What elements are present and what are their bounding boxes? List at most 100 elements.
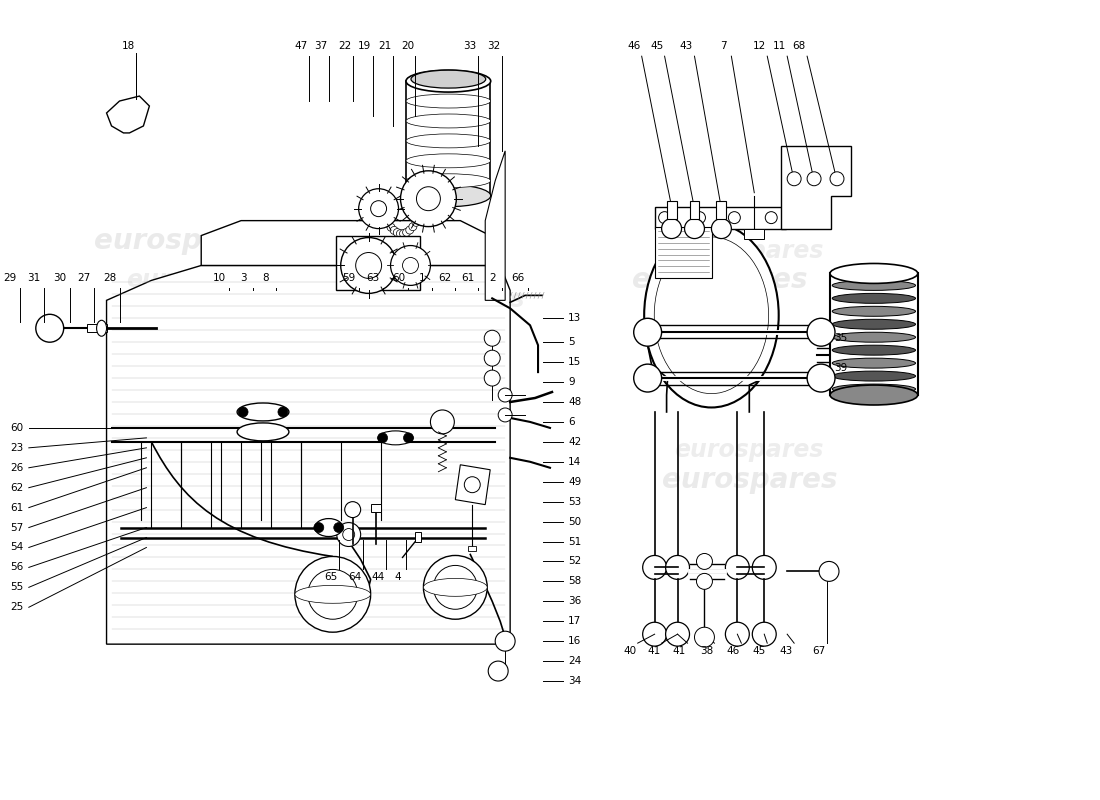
Text: 57: 57: [11, 522, 24, 533]
Text: 8: 8: [263, 274, 270, 283]
Text: 64: 64: [348, 572, 361, 582]
Ellipse shape: [315, 518, 343, 537]
Circle shape: [359, 189, 398, 229]
Text: 11: 11: [772, 42, 785, 51]
Circle shape: [430, 410, 454, 434]
Text: eurospares: eurospares: [126, 269, 276, 293]
Circle shape: [394, 229, 402, 237]
Circle shape: [418, 207, 426, 215]
Polygon shape: [201, 221, 500, 266]
Circle shape: [403, 258, 418, 274]
Text: 38: 38: [700, 646, 713, 656]
Bar: [406, 81, 491, 196]
Ellipse shape: [830, 263, 917, 283]
Text: 15: 15: [568, 357, 581, 367]
Circle shape: [417, 186, 440, 210]
Circle shape: [371, 201, 386, 217]
Circle shape: [498, 408, 513, 422]
Circle shape: [666, 622, 690, 646]
Text: 45: 45: [650, 42, 663, 51]
Ellipse shape: [238, 403, 289, 421]
Text: 41: 41: [647, 646, 660, 656]
Circle shape: [415, 213, 424, 221]
Text: 1: 1: [419, 274, 426, 283]
Bar: [654, 226, 713, 278]
Circle shape: [295, 557, 371, 632]
Text: 63: 63: [366, 274, 379, 283]
Bar: [667, 201, 676, 218]
Ellipse shape: [833, 306, 915, 316]
Ellipse shape: [833, 294, 915, 303]
Text: 13: 13: [568, 314, 581, 323]
Ellipse shape: [411, 70, 486, 88]
Circle shape: [634, 364, 661, 392]
Bar: [469, 546, 476, 551]
Text: 43: 43: [780, 646, 793, 656]
Text: 34: 34: [568, 676, 581, 686]
Circle shape: [642, 555, 667, 579]
Text: 29: 29: [3, 274, 16, 283]
Text: eurospares: eurospares: [332, 436, 508, 464]
Text: 62: 62: [11, 482, 24, 493]
Text: 68: 68: [792, 42, 806, 51]
Text: 46: 46: [627, 42, 640, 51]
Text: 43: 43: [680, 42, 693, 51]
Circle shape: [464, 477, 481, 493]
Ellipse shape: [645, 223, 779, 407]
Text: 14: 14: [568, 457, 581, 466]
Circle shape: [375, 205, 383, 213]
Text: 58: 58: [568, 576, 581, 586]
Text: 22: 22: [338, 42, 351, 51]
Circle shape: [634, 318, 661, 346]
Circle shape: [333, 522, 343, 533]
Text: 33: 33: [464, 42, 477, 51]
Circle shape: [409, 222, 417, 230]
Circle shape: [728, 212, 740, 224]
Ellipse shape: [97, 320, 107, 336]
Ellipse shape: [406, 174, 491, 188]
Ellipse shape: [833, 358, 915, 368]
Polygon shape: [107, 96, 150, 133]
Circle shape: [355, 253, 382, 278]
Circle shape: [400, 170, 456, 226]
Ellipse shape: [830, 385, 917, 405]
Ellipse shape: [833, 384, 915, 394]
Ellipse shape: [833, 371, 915, 381]
Ellipse shape: [406, 185, 491, 206]
Ellipse shape: [238, 423, 289, 441]
Text: 56: 56: [11, 562, 24, 573]
Circle shape: [830, 172, 844, 186]
Text: 59: 59: [342, 274, 355, 283]
Ellipse shape: [833, 319, 915, 330]
Circle shape: [752, 555, 777, 579]
Text: eurospares: eurospares: [163, 436, 339, 464]
Circle shape: [377, 210, 386, 218]
Text: 44: 44: [371, 572, 384, 582]
Ellipse shape: [406, 94, 491, 108]
Text: 55: 55: [11, 582, 24, 592]
Bar: [371, 504, 381, 512]
Text: 40: 40: [624, 646, 636, 656]
Text: 62: 62: [439, 274, 452, 283]
Text: eurospares: eurospares: [94, 226, 270, 254]
Polygon shape: [485, 151, 505, 300]
Polygon shape: [107, 266, 510, 644]
Circle shape: [238, 407, 249, 417]
Circle shape: [696, 554, 713, 570]
Text: 10: 10: [212, 274, 226, 283]
Circle shape: [399, 230, 407, 238]
Text: 49: 49: [568, 477, 581, 486]
Text: 30: 30: [53, 274, 66, 283]
Text: 4: 4: [394, 572, 400, 582]
Circle shape: [666, 555, 690, 579]
Circle shape: [725, 555, 749, 579]
Circle shape: [484, 330, 500, 346]
Text: 2: 2: [488, 274, 495, 283]
Circle shape: [495, 631, 515, 651]
Text: 32: 32: [487, 42, 500, 51]
Text: 60: 60: [392, 274, 405, 283]
Text: 48: 48: [568, 397, 581, 407]
Circle shape: [377, 433, 387, 443]
Text: 61: 61: [462, 274, 475, 283]
Text: 28: 28: [103, 274, 117, 283]
